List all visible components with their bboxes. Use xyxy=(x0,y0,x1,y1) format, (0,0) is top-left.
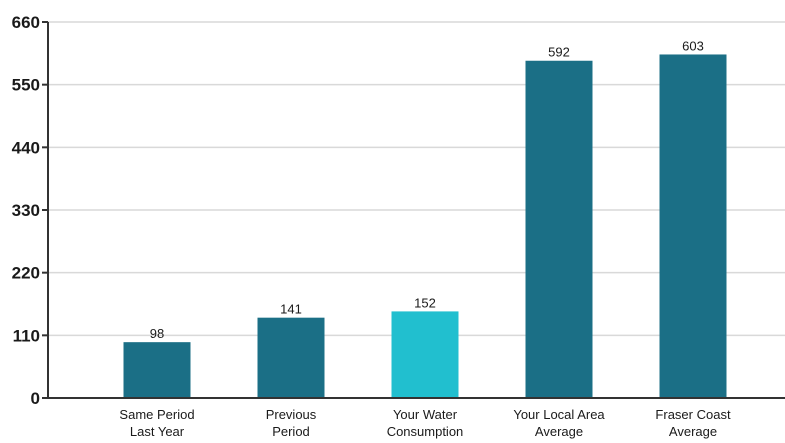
bar-value-label: 152 xyxy=(414,295,436,310)
x-category-label: Average xyxy=(535,424,583,439)
x-category-label: Your Water xyxy=(393,407,458,422)
bar xyxy=(391,311,459,398)
y-tick-label: 330 xyxy=(12,201,40,220)
bar-value-label: 592 xyxy=(548,45,570,60)
x-category-label: Your Local Area xyxy=(513,407,605,422)
labels: 0 110 220 330 440 550 660 98 Same Period Last Yea… xyxy=(12,13,731,439)
y-tick-label: 550 xyxy=(12,76,40,95)
bar xyxy=(659,54,727,399)
y-tick-label: 440 xyxy=(12,138,40,157)
bar-value-label: 141 xyxy=(280,302,302,317)
x-category-label: Period xyxy=(272,424,310,439)
x-category-label: Fraser Coast xyxy=(655,407,731,422)
bar xyxy=(257,317,325,398)
y-tick-label: 220 xyxy=(12,264,40,283)
x-category-label: Last Year xyxy=(130,424,185,439)
x-category-label: Consumption xyxy=(387,424,464,439)
axes xyxy=(42,21,785,399)
bars xyxy=(123,54,727,399)
x-category-label: Previous xyxy=(266,407,317,422)
bar-value-label: 603 xyxy=(682,38,704,53)
y-tick-label: 0 xyxy=(31,389,40,408)
x-category-label: Same Period xyxy=(119,407,194,422)
y-tick-label: 110 xyxy=(13,326,40,345)
bar xyxy=(123,342,191,398)
x-category-label: Average xyxy=(669,424,717,439)
y-tick-label: 660 xyxy=(12,13,40,32)
bar xyxy=(525,60,593,399)
bar-value-label: 98 xyxy=(150,326,164,341)
